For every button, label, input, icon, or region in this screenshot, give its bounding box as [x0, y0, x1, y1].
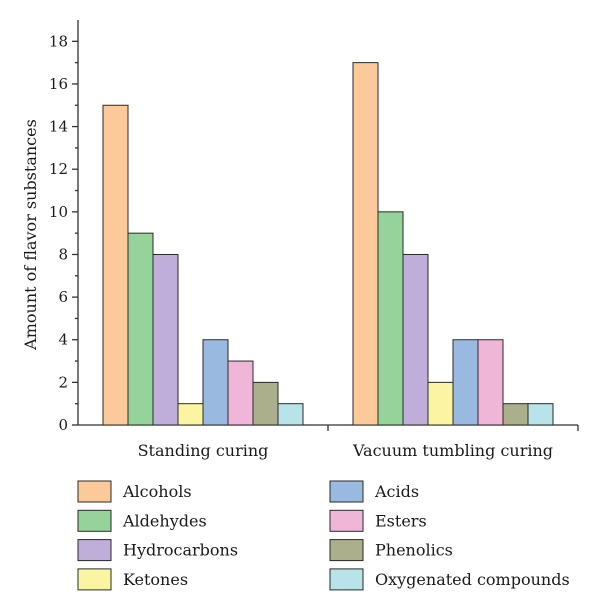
y-axis-title: Amount of flavor substances [21, 119, 40, 351]
legend-swatch [77, 509, 112, 532]
y-tick-label: 8 [58, 245, 68, 263]
y-tick-label: 16 [49, 75, 68, 93]
plot-area: 0 2 4 6 8 10 12 14 16 18 Standing curing Vacuum tu… [49, 20, 579, 460]
legend-label: Esters [375, 511, 427, 530]
legend-label: Oxygenated compounds [375, 570, 570, 589]
legend-item-oxygenated-compounds: Oxygenated compounds [329, 568, 570, 591]
bar-hydrocarbons-vacuum-tumbling-curing [402, 253, 429, 426]
bar-aldehydes-standing-curing [127, 232, 154, 426]
bars [102, 62, 554, 426]
bar-hydrocarbons-standing-curing [152, 253, 179, 426]
legend-label: Ketones [123, 570, 188, 589]
x-ticks: Standing curing Vacuum tumbling curing [138, 425, 579, 460]
legend-item-ketones: Ketones [77, 568, 188, 591]
bar-esters-standing-curing [227, 360, 254, 426]
legend-swatch [77, 480, 112, 503]
y-tick-label: 6 [58, 288, 68, 306]
legend-item-phenolics: Phenolics [329, 539, 453, 562]
legend-label: Hydrocarbons [123, 541, 238, 560]
bar-alcohols-standing-curing [102, 104, 129, 426]
legend-item-acids: Acids [329, 480, 419, 503]
legend-label: Alcohols [122, 482, 192, 501]
x-category-label: Vacuum tumbling curing [352, 441, 553, 460]
x-category-label: Standing curing [138, 441, 269, 460]
bar-alcohols-vacuum-tumbling-curing [352, 62, 379, 426]
legend: Alcohols Aldehydes Hydrocarbons Ketones Acid… [77, 480, 570, 591]
legend-item-aldehydes: Aldehydes [77, 509, 207, 532]
bar-ketones-standing-curing [177, 403, 204, 426]
y-tick-label: 2 [58, 373, 68, 391]
legend-item-alcohols: Alcohols [77, 480, 192, 503]
bar-oxygenated-compounds-vacuum-tumbling-curing [527, 403, 554, 426]
bar-acids-standing-curing [202, 339, 229, 426]
bar-acids-vacuum-tumbling-curing [452, 339, 479, 426]
legend-label: Phenolics [375, 541, 453, 560]
y-tick-label: 0 [58, 416, 68, 434]
y-tick-label: 4 [58, 331, 68, 349]
y-ticks: 0 2 4 6 8 10 12 14 16 18 [49, 32, 78, 434]
bar-phenolics-vacuum-tumbling-curing [502, 403, 529, 426]
y-tick-label: 12 [49, 160, 68, 178]
bar-ketones-vacuum-tumbling-curing [427, 381, 454, 426]
legend-label: Aldehydes [122, 511, 207, 530]
legend-swatch [329, 568, 364, 591]
legend-item-hydrocarbons: Hydrocarbons [77, 539, 238, 562]
y-tick-label: 10 [49, 203, 68, 221]
legend-swatch [329, 539, 364, 562]
bar-phenolics-standing-curing [252, 381, 279, 426]
legend-swatch [77, 568, 112, 591]
y-tick-label: 18 [49, 32, 68, 50]
legend-swatch [329, 509, 364, 532]
legend-swatch [329, 480, 364, 503]
legend-item-esters: Esters [329, 509, 427, 532]
bar-oxygenated-compounds-standing-curing [277, 403, 304, 426]
legend-label: Acids [374, 482, 419, 501]
bar-esters-vacuum-tumbling-curing [477, 339, 504, 426]
bar-aldehydes-vacuum-tumbling-curing [377, 211, 404, 426]
legend-swatch [77, 539, 112, 562]
y-tick-label: 14 [49, 118, 68, 136]
